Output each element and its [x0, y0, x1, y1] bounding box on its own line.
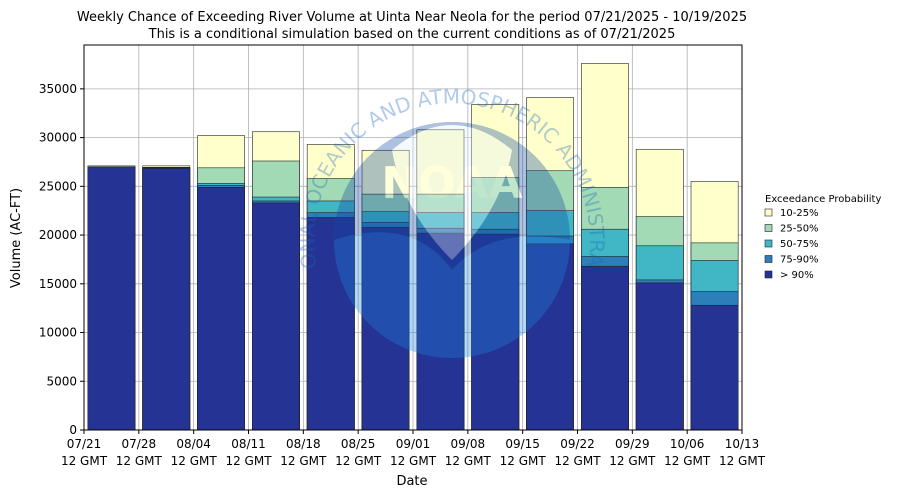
x-tick-label: 09/22	[560, 437, 595, 451]
bar-segment	[526, 243, 574, 431]
bar-stack	[306, 144, 355, 431]
emblem-noaa-text: NOAA	[381, 158, 522, 209]
legend-swatch	[764, 224, 773, 232]
x-tick-label: 09/01	[396, 437, 431, 451]
legend-label: 75-90%	[780, 255, 819, 266]
y-tick-label: 20000	[39, 228, 77, 242]
x-tick-label: 12 GMT	[554, 454, 601, 468]
y-tick-label: 25000	[39, 179, 77, 193]
legend-swatch	[764, 208, 773, 217]
y-tick-label: 0	[69, 423, 77, 437]
x-tick-label: 12 GMT	[390, 454, 437, 468]
bar-stack	[252, 131, 300, 431]
x-tick-label: 08/18	[286, 437, 321, 451]
y-axis-label: Volume (AC-FT)	[9, 188, 24, 288]
y-tick-label: 5000	[46, 374, 77, 388]
bar-stack	[87, 165, 136, 431]
legend-label: > 90%	[780, 270, 814, 281]
bar-segment	[416, 232, 465, 431]
bar-stack	[471, 104, 520, 431]
bar-segment	[252, 202, 300, 431]
legend-swatch	[764, 270, 773, 279]
x-tick-label: 12 GMT	[500, 454, 547, 468]
x-tick-label: 12 GMT	[61, 454, 108, 468]
x-tick-label: 10/13	[725, 437, 760, 451]
bar-stack	[197, 135, 245, 431]
x-tick-label: 07/28	[122, 437, 157, 451]
x-tick-label: 12 GMT	[609, 454, 656, 468]
bar-segment	[197, 187, 245, 431]
x-tick-label: 07/21	[67, 437, 102, 451]
x-tick-label: 08/04	[176, 437, 211, 451]
bar-stack	[635, 148, 684, 431]
bar-segment	[142, 167, 191, 431]
bar-segment	[635, 282, 684, 431]
bar-stack	[690, 181, 739, 431]
y-axis: 0 5000 10000 15000 20000 25000 30000 35000	[39, 82, 84, 437]
y-tick-label: 10000	[39, 326, 77, 340]
bar-segment	[471, 233, 520, 431]
bar-stack	[416, 129, 465, 431]
x-tick-label: 12 GMT	[280, 454, 327, 468]
legend-label: 25-50%	[780, 224, 819, 235]
gull-icon	[392, 125, 512, 260]
chart-title: Weekly Chance of Exceeding River Volume …	[77, 10, 747, 25]
legend-label: 10-25%	[780, 208, 819, 219]
legend-title: Exceedance Probability	[765, 194, 881, 205]
x-tick-label: 12 GMT	[664, 454, 711, 468]
x-tick-label: 08/25	[341, 437, 376, 451]
legend: Exceedance Probability 10-25% 25-50% 50-75…	[764, 194, 881, 281]
legend-swatch	[764, 255, 773, 263]
bar-segment	[690, 304, 739, 431]
x-tick-label: 12 GMT	[171, 454, 218, 468]
x-tick-label: 08/11	[231, 437, 266, 451]
x-tick-label: 09/15	[505, 437, 540, 451]
legend-label: 50-75%	[780, 239, 819, 250]
bar-segment	[581, 265, 629, 431]
x-tick-label: 12 GMT	[335, 454, 382, 468]
x-tick-label: 09/08	[451, 437, 486, 451]
x-tick-label: 12 GMT	[116, 454, 163, 468]
x-axis-label: Date	[396, 474, 427, 489]
y-tick-label: 35000	[39, 82, 77, 96]
y-tick-label: 15000	[39, 277, 77, 291]
x-tick-label: 12 GMT	[225, 454, 272, 468]
x-axis: 07/21 12 GMT 07/28 12 GMT 08/04 12 GMT 08/11 12…	[61, 430, 766, 468]
x-tick-label: 09/29	[615, 437, 650, 451]
grid	[83, 45, 743, 431]
emblem-circle	[334, 122, 570, 358]
x-tick-label: 10/06	[670, 437, 705, 451]
legend-swatch	[764, 239, 773, 248]
x-tick-label: 12 GMT	[719, 454, 766, 468]
bar-stack	[526, 97, 574, 431]
bar-segment	[87, 166, 136, 431]
x-tick-label: 12 GMT	[445, 454, 492, 468]
bar-stack	[142, 165, 191, 431]
chart-subtitle: This is a conditional simulation based o…	[148, 27, 676, 42]
y-tick-label: 30000	[39, 131, 77, 145]
bar-segment	[361, 226, 410, 431]
emblem-upper-band	[334, 122, 570, 270]
